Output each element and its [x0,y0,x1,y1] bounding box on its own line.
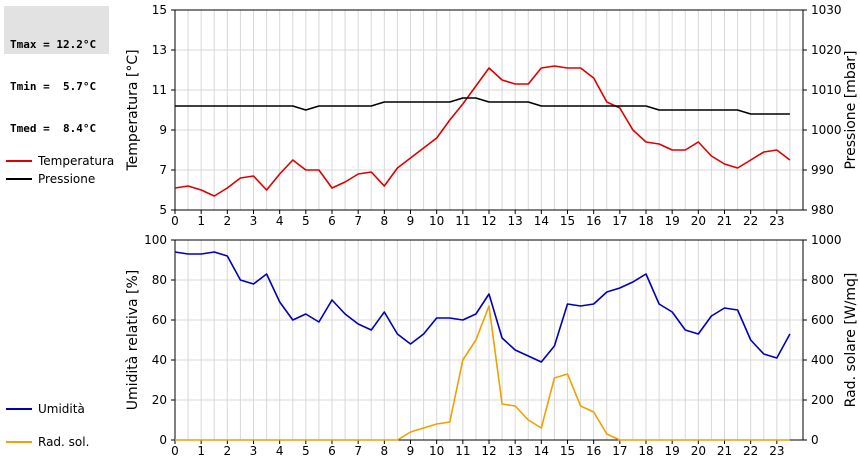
chart1-y-tick-label: 9 [159,123,167,137]
chart1-x-tick-label: 1 [197,214,205,228]
chart2-x-tick-label: 16 [586,444,601,458]
chart2-y2label: Rad. solare [W/mq] [843,273,859,408]
chart1-y2-tick-label: 1010 [811,83,842,97]
legend-swatch-temperatura [6,159,32,162]
stat-tmax: Tmax = 12.2°C [10,38,97,51]
chart2-x-tick-label: 15 [560,444,575,458]
chart2-y2-tick-label: 400 [811,353,834,367]
chart2-x-tick-label: 19 [665,444,680,458]
stats-box: Tmax = 12.2°C Tmin = 5.7°C Tmed = 8.4°C [4,6,109,135]
legend-swatch-umidita [6,407,32,410]
chart2-x-tick-label: 13 [508,444,523,458]
chart2-x-tick-label: 17 [612,444,627,458]
chart1-x-tick-label: 5 [302,214,310,228]
chart2-x-tick-label: 14 [534,444,549,458]
chart2-x-tick-label: 9 [407,444,415,458]
chart1-y2-tick-label: 1020 [811,43,842,57]
chart1-x-tick-label: 6 [328,214,336,228]
chart1-x-tick-label: 21 [717,214,732,228]
chart1-x-tick-label: 18 [638,214,653,228]
chart1-series-temperatura [174,65,791,197]
chart2-x-tick-label: 18 [638,444,653,458]
chart1-y-tick-label: 5 [159,203,167,217]
chart1-x-tick-label: 19 [665,214,680,228]
chart2-y-tick-label: 100 [144,233,167,247]
chart1-x-tick-label: 10 [429,214,444,228]
chart2-y2-tick-label: 1000 [811,233,842,247]
chart2-y-tick-label: 40 [152,353,167,367]
chart2-series-rad-sol- [175,305,790,441]
chart2-x-tick-label: 12 [481,444,496,458]
chart1-x-tick-label: 8 [381,214,389,228]
chart1-x-tick-label: 11 [455,214,470,228]
chart1-x-tick-label: 16 [586,214,601,228]
legend-label-pressione: Pressione [38,172,96,186]
chart1-x-tick-label: 9 [407,214,415,228]
chart2-x-tick-label: 20 [691,444,706,458]
chart2-x-tick-label: 1 [197,444,205,458]
legend-swatch-pressione [6,177,32,180]
chart2-x-tick-label: 8 [381,444,389,458]
chart1-x-tick-label: 12 [481,214,496,228]
legend-label-temperatura: Temperatura [38,154,115,168]
chart1-y-tick-label: 11 [152,83,167,97]
chart1-x-tick-label: 14 [534,214,549,228]
chart2-y2-tick-label: 200 [811,393,834,407]
legend-item-pressione: Pressione [6,172,95,188]
chart2-y-tick-label: 60 [152,313,167,327]
chart2-y2-tick-label: 800 [811,273,834,287]
chart2-ylabel: Umidità relativa [%] [125,270,141,411]
chart2-y-tick-label: 20 [152,393,167,407]
chart1-y-tick-label: 13 [152,43,167,57]
chart1-y2-tick-label: 980 [811,203,834,217]
chart1-y-tick-label: 15 [152,3,167,17]
chart1-y-tick-label: 7 [159,163,167,177]
chart2-x-tick-label: 0 [171,444,179,458]
chart1-x-tick-label: 15 [560,214,575,228]
chart2-x-tick-label: 22 [743,444,758,458]
chart2-x-tick-label: 2 [224,444,232,458]
chart1-y2label: Pressione [mbar] [843,50,859,169]
chart2-x-tick-label: 5 [302,444,310,458]
chart2-x-tick-label: 6 [328,444,336,458]
chart2-y2-tick-label: 0 [811,433,819,447]
stat-tmin: Tmin = 5.7°C [10,80,97,93]
chart1-x-tick-label: 13 [508,214,523,228]
chart1-x-tick-label: 3 [250,214,258,228]
chart2-x-tick-label: 11 [455,444,470,458]
chart1-y2-tick-label: 1030 [811,3,842,17]
legend-label-rad-sol: Rad. sol. [38,435,90,449]
chart1-x-tick-label: 4 [276,214,284,228]
chart2-x-tick-label: 7 [354,444,362,458]
chart2-x-tick-label: 10 [429,444,444,458]
chart2-y-tick-label: 0 [159,433,167,447]
legend-label-umidita: Umidità [38,402,85,416]
chart1-x-tick-label: 2 [224,214,232,228]
chart1-x-tick-label: 20 [691,214,706,228]
legend-item-umidita: Umidità [6,402,85,418]
chart1-x-tick-label: 0 [171,214,179,228]
chart1-x-tick-label: 22 [743,214,758,228]
chart1-ylabel: Temperatura [°C] [125,49,141,171]
chart1-y2-tick-label: 990 [811,163,834,177]
stat-tmed: Tmed = 8.4°C [10,122,97,135]
chart1-series-pressione [175,97,790,115]
legend-item-temperatura: Temperatura [6,154,114,170]
chart2-series-umidit- [174,251,791,363]
chart1-x-tick-label: 23 [769,214,784,228]
chart1-x-tick-label: 17 [612,214,627,228]
legend-item-rad-sol: Rad. sol. [6,435,89,451]
legend-swatch-rad-sol [6,440,32,443]
chart1-y2-tick-label: 1000 [811,123,842,137]
chart2-x-tick-label: 4 [276,444,284,458]
chart1-x-tick-label: 7 [354,214,362,228]
chart2-x-tick-label: 3 [250,444,258,458]
chart2-y-tick-label: 80 [152,273,167,287]
chart2-x-tick-label: 21 [717,444,732,458]
chart2-x-tick-label: 23 [769,444,784,458]
chart2-y2-tick-label: 600 [811,313,834,327]
